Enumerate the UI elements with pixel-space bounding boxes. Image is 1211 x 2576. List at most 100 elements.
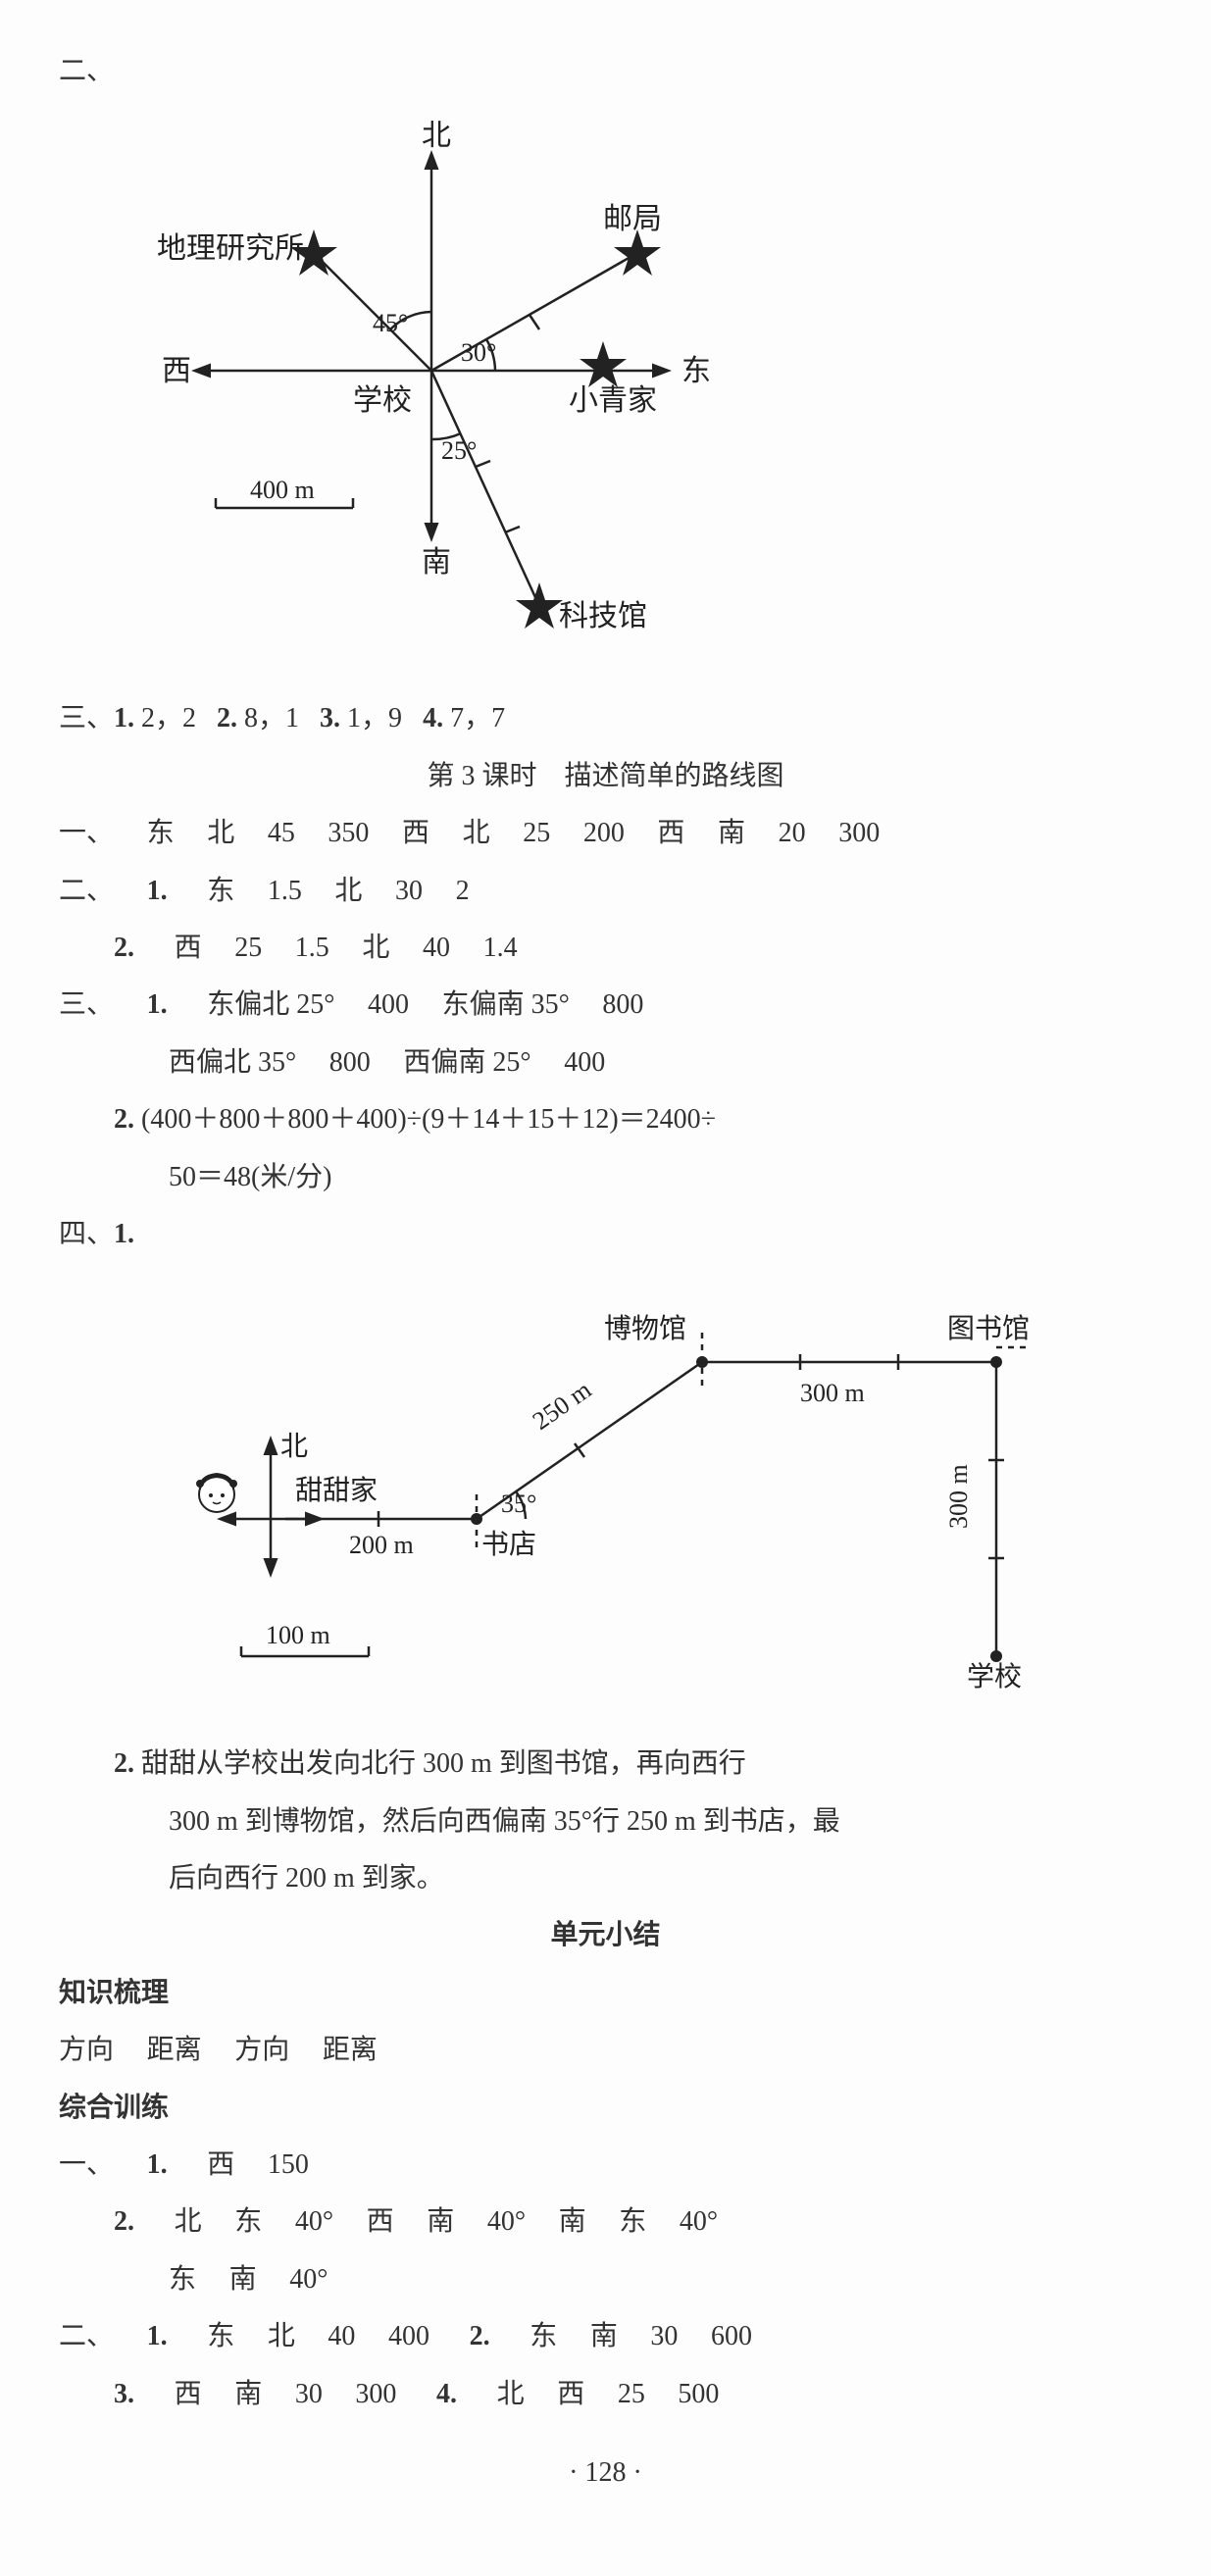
page-number: · 128 · [59, 2449, 1152, 2498]
lbl-library: 图书馆 [947, 1313, 1030, 1344]
tr1-2-l2-t2: 40° [289, 2264, 328, 2295]
label-school: 学校 [353, 384, 412, 417]
l3s2-2-t1: 25 [234, 933, 262, 963]
sec3-1-text: 2，2 [141, 703, 196, 733]
page-number-text: · 128 · [569, 2457, 642, 2488]
l3-sec3-item1-line2: 西偏北 35°800西偏南 25°400 [59, 1038, 1152, 1087]
tr1-2-l1-t4: 南 [427, 2206, 454, 2237]
scale-label-1: 400 m [250, 476, 315, 504]
l3s2-1-t4: 2 [456, 876, 470, 906]
pt-museum [696, 1356, 708, 1368]
tr2-3-t0: 西 [175, 2379, 202, 2409]
l3s2-1-t2: 北 [334, 876, 362, 906]
tr1-2-l1-t8: 40° [680, 2206, 718, 2237]
l3s3-1-l2-t0: 西偏北 35° [169, 1047, 296, 1078]
l3s3-1-num: 1. [147, 989, 168, 1020]
compass-svg: 北 南 东 西 邮局 地理研究所 学校 小青家 科技馆 45° 30° 25° … [59, 116, 824, 665]
tr2-2-t0: 东 [530, 2321, 557, 2351]
l3-sec3-prefix: 三、 [59, 989, 114, 1020]
tr2-2-t2: 30 [650, 2321, 678, 2351]
l3s1-t2: 45 [268, 818, 295, 848]
tr2-4-t0: 北 [497, 2379, 525, 2409]
tr2-2-t3: 600 [711, 2321, 752, 2351]
l3s3-1-l1-t0: 东偏北 25° [207, 989, 334, 1020]
pt-bookstore [471, 1513, 482, 1525]
l3s1-t10: 20 [779, 818, 806, 848]
tr2-4-t1: 西 [557, 2379, 584, 2409]
tr1-2-l1-t5: 40° [487, 2206, 526, 2237]
label-geo: 地理研究所 [157, 232, 304, 265]
l3s2-1-t0: 东 [207, 876, 234, 906]
unit-summary-title: 单元小结 [59, 1911, 1152, 1960]
knowledge-label: 知识梳理 [59, 1969, 1152, 2018]
l3s1-t0: 东 [147, 818, 175, 848]
l3s2-2-num: 2. [114, 933, 134, 963]
l3s3-1-l2-t2: 西偏南 25° [403, 1047, 530, 1078]
tr2-4-num: 4. [436, 2379, 457, 2409]
l3s2-2-t0: 西 [175, 933, 202, 963]
l3s1-t3: 350 [328, 818, 369, 848]
tr2-4-t3: 500 [678, 2379, 719, 2409]
angle-30: 30° [461, 338, 496, 367]
lesson3-title: 第 3 课时 描述简单的路线图 [59, 752, 1152, 801]
l3s1-t9: 南 [718, 818, 745, 848]
l3s1-t7: 200 [583, 818, 625, 848]
l3s2-2-t3: 北 [362, 933, 389, 963]
d200: 200 m [349, 1531, 414, 1559]
lbl-museum: 博物馆 [604, 1313, 686, 1344]
l3s4-2-num: 2. [114, 1748, 134, 1779]
l3-sec4-prefix: 四、 [59, 1219, 114, 1249]
tr1-2-l1-t0: 北 [175, 2206, 202, 2237]
l3-sec2-item1: 二、1. 东1.5北302 [59, 867, 1152, 916]
label-north: 北 [422, 120, 451, 152]
training-label-text: 综合训练 [59, 2093, 169, 2123]
tr-sec2-prefix: 二、 [59, 2321, 114, 2351]
kr-3: 距离 [323, 2035, 378, 2065]
l3s3-1-l1-t3: 800 [602, 989, 643, 1020]
angle35: 35° [501, 1490, 536, 1518]
tr2-1-t0: 东 [207, 2321, 234, 2351]
lbl-home: 甜甜家 [295, 1475, 378, 1506]
l3s4-2-t3: 后向西行 200 m 到家。 [169, 1863, 444, 1894]
tr2-3-t2: 30 [295, 2379, 323, 2409]
section-3-row: 三、1. 2，2 2. 8，1 3. 1，9 4. 7，7 [59, 694, 1152, 743]
scale-label-2: 100 m [266, 1621, 330, 1649]
l3-sec2-prefix: 二、 [59, 876, 114, 906]
l3s1-t11: 300 [838, 818, 880, 848]
route-svg: 博物馆 图书馆 北 甜甜家 书店 学校 200 m 250 m 300 m 30… [114, 1279, 1055, 1710]
kr-1: 距离 [147, 2035, 202, 2065]
label-west: 西 [162, 355, 191, 387]
l3s3-2-num: 2. [114, 1104, 134, 1135]
tr1-1-t0: 西 [207, 2149, 234, 2180]
tr1-1-num: 1. [147, 2149, 168, 2180]
l3s3-2-expr: (400＋800＋800＋400)÷(9＋14＋15＋12)＝2400÷ [141, 1104, 716, 1135]
d300b: 300 m [944, 1465, 973, 1530]
tr1-2-l2-t0: 东 [169, 2264, 196, 2295]
tr-sec2-row1: 二、1. 东北40400 2. 东南30600 [59, 2312, 1152, 2361]
tr-sec2-row2: 3. 西南30300 4. 北西25500 [59, 2370, 1152, 2419]
lesson3-title-text: 第 3 课时 描述简单的路线图 [427, 761, 783, 791]
label-xiaoqing: 小青家 [569, 384, 657, 417]
l3s2-2-t2: 1.5 [295, 933, 329, 963]
tr1-2-l2-t1: 南 [229, 2264, 257, 2295]
label-scitech: 科技馆 [559, 600, 647, 632]
l3-sec3-item1-line1: 三、1. 东偏北 25°400东偏南 35°800 [59, 981, 1152, 1030]
girl-icon [196, 1473, 237, 1512]
tr-sec1-prefix: 一、 [59, 2149, 114, 2180]
tr2-4-t2: 25 [618, 2379, 645, 2409]
section-2-header: 二、 [59, 47, 1152, 96]
tr2-2-t1: 南 [590, 2321, 618, 2351]
tr1-2-l1-t2: 40° [295, 2206, 333, 2237]
l3s2-2-t4: 40 [423, 933, 450, 963]
l3s4-1-num: 1. [114, 1219, 134, 1249]
l3s3-2-expr2: 50＝48(米/分) [169, 1162, 331, 1192]
sec3-2-text: 8，1 [244, 703, 299, 733]
tr1-2-num: 2. [114, 2206, 134, 2237]
l3s3-1-l1-t2: 东偏南 35° [442, 989, 570, 1020]
unit-summary-title-text: 单元小结 [550, 1920, 660, 1950]
angle-25: 25° [441, 436, 477, 465]
tr1-2-l1-t3: 西 [367, 2206, 394, 2237]
l3s1-t8: 西 [657, 818, 684, 848]
angle-45: 45° [373, 309, 408, 337]
sec3-2-num: 2. [217, 703, 237, 733]
